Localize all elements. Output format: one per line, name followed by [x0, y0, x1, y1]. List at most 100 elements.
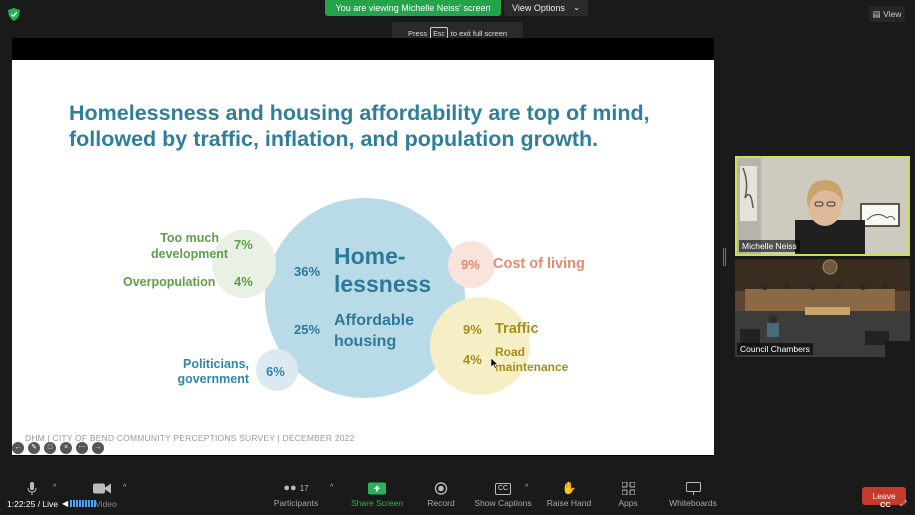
- cost-of-living-bubble: [448, 241, 495, 288]
- shared-screen: Homelessness and housing affordability a…: [12, 38, 714, 456]
- traffic-pct: 9%: [463, 322, 482, 337]
- panel-splitter[interactable]: [723, 248, 726, 266]
- leave-button[interactable]: Leave: [862, 487, 906, 505]
- share-screen-icon: [368, 482, 386, 495]
- pen-icon[interactable]: ✎: [28, 442, 40, 454]
- participants-button[interactable]: ●● 17 Participants: [270, 476, 322, 508]
- audio-level[interactable]: ◀ Video: [62, 498, 117, 509]
- record-label: Record: [427, 498, 455, 508]
- view-options-label: View Options: [512, 3, 565, 13]
- speaker-icon: ◀: [62, 499, 69, 508]
- cost-of-living-pct: 9%: [461, 257, 480, 272]
- mute-button[interactable]: [22, 476, 42, 498]
- whiteboards-icon: [685, 482, 701, 495]
- share-screen-label: Share Screen: [351, 498, 403, 508]
- shield-icon[interactable]: [8, 8, 20, 21]
- view-button[interactable]: ▤ View: [869, 6, 905, 22]
- captions-icon-text: CC: [494, 483, 512, 495]
- presentation-slide: Homelessness and housing affordability a…: [12, 60, 714, 455]
- development-bubble: [212, 230, 276, 298]
- tip-prefix: Press: [407, 29, 428, 38]
- raise-hand-label: Raise Hand: [546, 498, 592, 508]
- homelessness-label: Home- lessness: [334, 242, 431, 298]
- raise-hand-icon: ✋: [561, 481, 577, 495]
- apps-label: Apps: [618, 498, 638, 508]
- slide-footer: DHM | CITY OF BEND COMMUNITY PERCEPTIONS…: [25, 433, 355, 443]
- next-slide-icon[interactable]: →: [92, 442, 104, 454]
- participants-count: 17: [299, 484, 309, 493]
- video-options-chevron[interactable]: ^: [123, 484, 127, 491]
- label-line: Affordable: [334, 312, 414, 329]
- raise-hand-button[interactable]: ✋ Raise Hand: [545, 476, 593, 509]
- road-maintenance-pct: 4%: [463, 352, 482, 367]
- record-icon: [434, 482, 448, 495]
- too-much-development-pct: 7%: [234, 237, 253, 252]
- volume-bars: [70, 500, 98, 507]
- speaker-name: Michelle Neiss: [739, 240, 800, 252]
- previous-slide-icon[interactable]: ←: [12, 442, 24, 454]
- view-label: View: [883, 9, 902, 19]
- participants-icon: ●● 17: [283, 482, 309, 494]
- whiteboards-button[interactable]: Whiteboards: [664, 476, 722, 508]
- video-button[interactable]: [86, 476, 118, 498]
- more-icon[interactable]: ⋯: [76, 442, 88, 454]
- presentation-controls[interactable]: ← ✎ □ × ⋯ →: [12, 441, 104, 455]
- view-icon: ▤: [872, 9, 881, 19]
- captions-label: Show Captions: [474, 498, 532, 508]
- chambers-video: [735, 259, 910, 357]
- hide-icon[interactable]: ×: [60, 442, 72, 454]
- whiteboards-label: Whiteboards: [669, 498, 717, 508]
- cursor-icon: [491, 358, 499, 369]
- captions-chevron[interactable]: ^: [525, 484, 529, 491]
- chambers-name: Council Chambers: [737, 343, 813, 355]
- slide-title-line1: Homelessness and housing affordability a…: [69, 101, 650, 125]
- politicians-label: Politicians, government: [172, 357, 249, 387]
- homelessness-pct: 36%: [294, 264, 321, 279]
- label-line: Home-: [334, 243, 406, 269]
- traffic-label: Traffic: [495, 321, 539, 337]
- label-line: Road: [495, 345, 525, 359]
- record-button[interactable]: Record: [422, 476, 460, 508]
- audio-options-chevron[interactable]: ^: [53, 484, 57, 491]
- meeting-toolbar: ^ ^ ●● 17 Participants ^ Share Screen: [0, 476, 915, 515]
- expand-icon[interactable]: ⤢: [900, 499, 907, 508]
- label-line: maintenance: [495, 360, 569, 374]
- label-line: Politicians,: [183, 357, 249, 371]
- traffic-bubble: [430, 297, 530, 395]
- tip-suffix: to exit full screen: [450, 29, 508, 38]
- cost-of-living-label: Cost of living: [493, 256, 585, 272]
- video-tile-speaker[interactable]: Michelle Neiss: [735, 156, 910, 256]
- captions-toggle-icon[interactable]: □: [44, 442, 56, 454]
- slide-title: Homelessness and housing affordability a…: [69, 100, 689, 152]
- participants-chevron[interactable]: ^: [330, 484, 334, 491]
- captions-icon: CC: [472, 482, 534, 495]
- main-bubble: [265, 198, 465, 398]
- participants-label: Participants: [273, 498, 319, 508]
- chevron-down-icon: ⌄: [573, 3, 580, 12]
- video-label: Video: [95, 498, 117, 509]
- label-line: Too much: [160, 231, 219, 245]
- apps-icon: [621, 482, 635, 495]
- microphone-icon: [27, 482, 37, 495]
- too-much-development-label: Too much development: [151, 230, 229, 262]
- speaker-video: [737, 158, 908, 254]
- share-screen-button[interactable]: Share Screen: [348, 476, 406, 508]
- screen-share-banner: You are viewing Michelle Neiss' screen: [325, 0, 501, 16]
- video-tile-chambers[interactable]: Council Chambers: [735, 259, 910, 357]
- label-line: development: [151, 247, 229, 261]
- captions-button[interactable]: CC Show Captions: [472, 476, 534, 508]
- camera-icon: [93, 483, 111, 494]
- apps-button[interactable]: Apps: [612, 476, 644, 508]
- slide-title-line2: followed by traffic, inflation, and popu…: [69, 127, 599, 151]
- live-timer: 1:22:25 / Live: [7, 499, 59, 509]
- view-options-button[interactable]: View Options ⌄: [504, 0, 588, 16]
- affordable-housing-pct: 25%: [294, 322, 321, 337]
- politicians-bubble: [256, 349, 298, 391]
- affordable-housing-label: Affordable housing: [334, 310, 414, 352]
- label-line: lessness: [334, 271, 432, 297]
- overpopulation-label: Overpopulation: [123, 275, 216, 289]
- label-line: government: [177, 372, 249, 386]
- cc-corner-button[interactable]: CC: [880, 500, 891, 509]
- road-maintenance-label: Road maintenance: [495, 345, 568, 375]
